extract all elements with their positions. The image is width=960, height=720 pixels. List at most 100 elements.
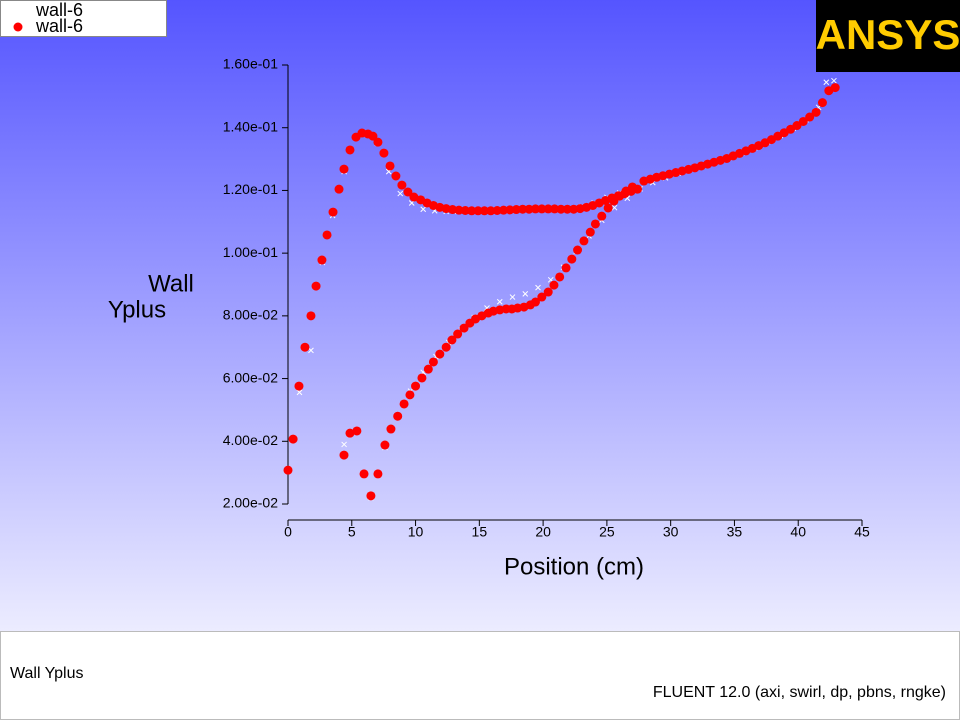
x-tick-label: 15	[472, 524, 488, 540]
data-point	[505, 205, 515, 215]
data-point	[473, 206, 483, 216]
data-point	[459, 323, 469, 333]
data-point	[399, 399, 409, 409]
legend-label: wall-6	[35, 16, 83, 36]
data-point	[549, 280, 559, 290]
data-point	[562, 204, 572, 214]
data-point	[366, 491, 376, 501]
data-point	[386, 424, 396, 434]
data-point	[621, 186, 631, 196]
legend-label: wall-6	[35, 0, 83, 20]
logo-box	[816, 0, 960, 72]
x-tick-label: 5	[348, 524, 356, 540]
data-point	[352, 426, 362, 436]
data-point	[492, 205, 502, 215]
data-point	[550, 204, 560, 214]
data-point	[555, 272, 565, 282]
data-point	[385, 161, 395, 171]
data-point	[615, 191, 625, 201]
x-tick-label: 0	[284, 524, 292, 540]
data-point	[409, 192, 419, 202]
data-point	[627, 182, 637, 192]
data-point	[393, 411, 403, 421]
x-tick-label: 35	[727, 524, 743, 540]
data-point	[379, 148, 389, 158]
data-point	[460, 205, 470, 215]
data-point	[509, 294, 516, 300]
data-point	[417, 373, 427, 383]
y-tick-label: 4.00e-02	[223, 432, 278, 448]
data-point	[537, 292, 547, 302]
footer-title: Wall Yplus	[10, 665, 84, 682]
data-point	[831, 77, 837, 84]
legend-box	[0, 0, 167, 37]
y-tick-label: 1.20e-01	[223, 181, 278, 197]
y-tick-label: 1.60e-01	[223, 56, 278, 72]
data-point	[518, 204, 528, 214]
data-point	[373, 137, 383, 147]
x-tick-label: 40	[790, 524, 806, 540]
data-point	[811, 107, 821, 117]
data-point	[397, 180, 407, 190]
data-point	[328, 207, 338, 217]
data-point	[530, 204, 540, 214]
x-tick-label: 25	[599, 524, 615, 540]
data-point	[380, 440, 390, 450]
data-point	[341, 441, 347, 448]
data-point	[524, 204, 534, 214]
data-point	[522, 291, 529, 297]
y-tick-label: 6.00e-02	[223, 369, 278, 385]
data-point	[308, 347, 314, 354]
data-point	[397, 190, 404, 197]
y-tick-label: 1.00e-01	[223, 244, 278, 260]
data-point	[454, 205, 464, 215]
data-point	[537, 204, 547, 214]
data-point	[300, 342, 310, 352]
y-axis-label: Yplus	[108, 296, 166, 323]
legend-marker	[15, 8, 21, 14]
x-tick-label: 10	[408, 524, 424, 540]
data-point	[585, 227, 595, 237]
data-point	[590, 219, 600, 229]
data-point	[322, 230, 332, 240]
data-point	[530, 297, 540, 307]
data-point	[339, 450, 349, 460]
data-point	[283, 465, 293, 475]
data-point	[611, 204, 618, 211]
data-point	[368, 131, 378, 141]
data-point	[435, 349, 445, 359]
data-point	[597, 211, 607, 221]
data-point	[798, 116, 808, 126]
x-axis-label: Position (cm)	[504, 553, 644, 580]
data-point	[792, 121, 802, 131]
logo: ANSYS	[816, 11, 960, 58]
data-point	[317, 255, 327, 265]
data-point	[294, 381, 304, 391]
data-point	[288, 434, 298, 444]
data-point	[486, 206, 496, 216]
data-point	[345, 428, 355, 438]
data-point	[405, 390, 415, 400]
data-point	[823, 79, 830, 86]
data-point	[423, 364, 433, 374]
legend-marker	[13, 22, 23, 32]
data-point	[403, 187, 413, 197]
data-point	[306, 311, 316, 321]
data-point	[428, 357, 438, 367]
data-point	[296, 389, 303, 396]
data-point	[479, 206, 489, 216]
x-tick-label: 30	[663, 524, 679, 540]
x-tick-label: 20	[535, 524, 551, 540]
footer-version: FLUENT 12.0 (axi, swirl, dp, pbns, rngke…	[653, 684, 946, 701]
data-point	[543, 204, 553, 214]
y-tick-label: 2.00e-02	[223, 495, 278, 511]
y-tick-label: 8.00e-02	[223, 307, 278, 323]
data-point	[830, 83, 840, 93]
data-point	[805, 112, 815, 122]
data-point	[511, 205, 521, 215]
data-point	[441, 342, 451, 352]
x-tick-label: 45	[854, 524, 870, 540]
data-point	[603, 203, 613, 213]
data-point	[496, 298, 503, 305]
